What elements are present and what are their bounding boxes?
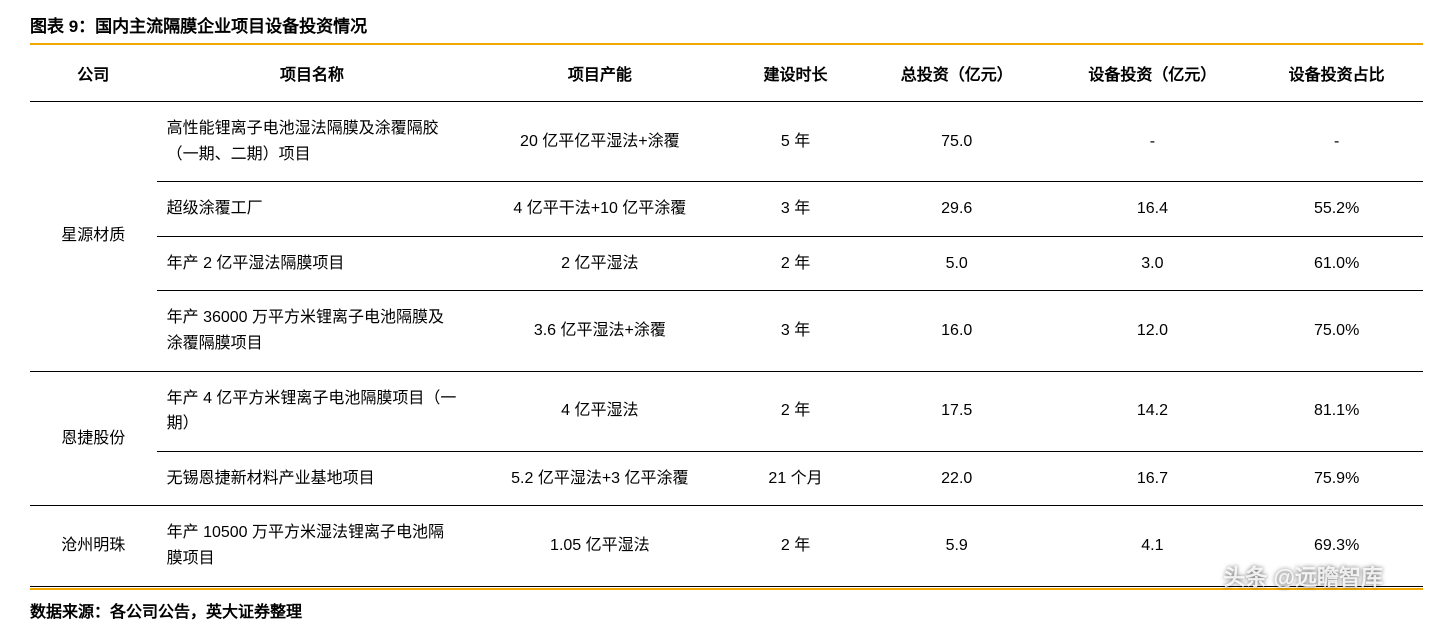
cell-capacity: 4 亿平湿法 [467, 371, 732, 451]
col-total: 总投资（亿元） [859, 45, 1055, 102]
table-title: 图表 9：国内主流隔膜企业项目设备投资情况 [30, 12, 1423, 45]
cell-total: 5.9 [859, 506, 1055, 586]
col-duration: 建设时长 [732, 45, 859, 102]
cell-capacity: 20 亿平亿平湿法+涂覆 [467, 102, 732, 182]
cell-project: 无锡恩捷新材料产业基地项目 [157, 451, 468, 506]
cell-ratio: 75.0% [1250, 291, 1423, 371]
company-cell: 恩捷股份 [30, 371, 157, 506]
cell-total: 16.0 [859, 291, 1055, 371]
cell-ratio: 61.0% [1250, 236, 1423, 291]
table-row: 无锡恩捷新材料产业基地项目 5.2 亿平湿法+3 亿平涂覆 21 个月 22.0… [30, 451, 1423, 506]
cell-project: 高性能锂离子电池湿法隔膜及涂覆隔胶（一期、二期）项目 [157, 102, 468, 182]
cell-total: 17.5 [859, 371, 1055, 451]
cell-ratio: 55.2% [1250, 182, 1423, 237]
cell-total: 22.0 [859, 451, 1055, 506]
table-row: 年产 36000 万平方米锂离子电池隔膜及涂覆隔膜项目 3.6 亿平湿法+涂覆 … [30, 291, 1423, 371]
cell-ratio: - [1250, 102, 1423, 182]
cell-ratio: 75.9% [1250, 451, 1423, 506]
cell-equip: 16.7 [1055, 451, 1251, 506]
table-row: 年产 2 亿平湿法隔膜项目 2 亿平湿法 2 年 5.0 3.0 61.0% [30, 236, 1423, 291]
cell-total: 29.6 [859, 182, 1055, 237]
cell-duration: 3 年 [732, 182, 859, 237]
cell-project: 超级涂覆工厂 [157, 182, 468, 237]
cell-ratio: 69.3% [1250, 506, 1423, 586]
col-equip: 设备投资（亿元） [1055, 45, 1251, 102]
cell-duration: 21 个月 [732, 451, 859, 506]
cell-project: 年产 4 亿平方米锂离子电池隔膜项目（一期） [157, 371, 468, 451]
table-row: 沧州明珠 年产 10500 万平方米湿法锂离子电池隔膜项目 1.05 亿平湿法 … [30, 506, 1423, 586]
cell-capacity: 3.6 亿平湿法+涂覆 [467, 291, 732, 371]
table-body: 星源材质 高性能锂离子电池湿法隔膜及涂覆隔胶（一期、二期）项目 20 亿平亿平湿… [30, 102, 1423, 586]
table-row: 星源材质 高性能锂离子电池湿法隔膜及涂覆隔胶（一期、二期）项目 20 亿平亿平湿… [30, 102, 1423, 182]
data-source: 数据来源：各公司公告，英大证券整理 [30, 590, 1423, 622]
cell-duration: 5 年 [732, 102, 859, 182]
cell-project: 年产 36000 万平方米锂离子电池隔膜及涂覆隔膜项目 [157, 291, 468, 371]
header-row: 公司 项目名称 项目产能 建设时长 总投资（亿元） 设备投资（亿元） 设备投资占… [30, 45, 1423, 102]
cell-duration: 2 年 [732, 371, 859, 451]
cell-total: 5.0 [859, 236, 1055, 291]
cell-equip: 12.0 [1055, 291, 1251, 371]
table-row: 恩捷股份 年产 4 亿平方米锂离子电池隔膜项目（一期） 4 亿平湿法 2 年 1… [30, 371, 1423, 451]
cell-total: 75.0 [859, 102, 1055, 182]
cell-project: 年产 2 亿平湿法隔膜项目 [157, 236, 468, 291]
cell-ratio: 81.1% [1250, 371, 1423, 451]
company-cell: 星源材质 [30, 102, 157, 372]
cell-capacity: 1.05 亿平湿法 [467, 506, 732, 586]
cell-equip: 14.2 [1055, 371, 1251, 451]
cell-project: 年产 10500 万平方米湿法锂离子电池隔膜项目 [157, 506, 468, 586]
table-container: 图表 9：国内主流隔膜企业项目设备投资情况 公司 项目名称 项目产能 建设时长 … [30, 12, 1423, 622]
col-capacity: 项目产能 [467, 45, 732, 102]
cell-capacity: 4 亿平干法+10 亿平涂覆 [467, 182, 732, 237]
col-ratio: 设备投资占比 [1250, 45, 1423, 102]
cell-duration: 2 年 [732, 506, 859, 586]
col-project: 项目名称 [157, 45, 468, 102]
cell-equip: 3.0 [1055, 236, 1251, 291]
cell-equip: 16.4 [1055, 182, 1251, 237]
col-company: 公司 [30, 45, 157, 102]
cell-duration: 3 年 [732, 291, 859, 371]
cell-equip: - [1055, 102, 1251, 182]
investment-table: 公司 项目名称 项目产能 建设时长 总投资（亿元） 设备投资（亿元） 设备投资占… [30, 45, 1423, 586]
company-cell: 沧州明珠 [30, 506, 157, 586]
cell-duration: 2 年 [732, 236, 859, 291]
cell-equip: 4.1 [1055, 506, 1251, 586]
cell-capacity: 2 亿平湿法 [467, 236, 732, 291]
cell-capacity: 5.2 亿平湿法+3 亿平涂覆 [467, 451, 732, 506]
table-row: 超级涂覆工厂 4 亿平干法+10 亿平涂覆 3 年 29.6 16.4 55.2… [30, 182, 1423, 237]
